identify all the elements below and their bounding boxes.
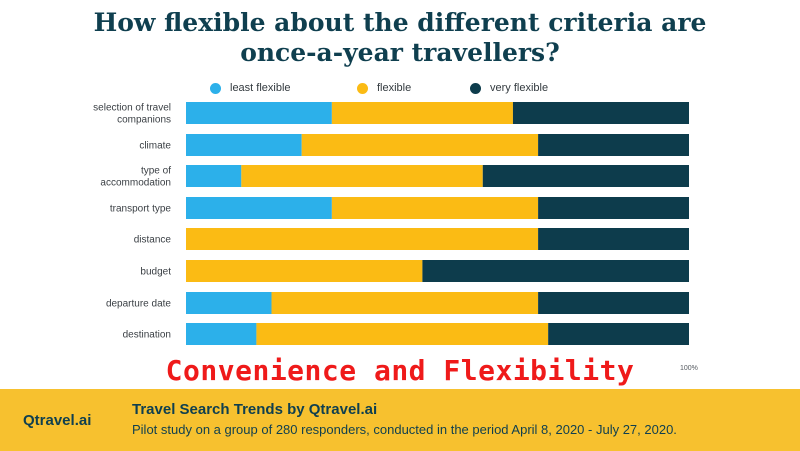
bar-segment-very-flexible-7 (548, 323, 689, 345)
bar-segment-least-flexible-0 (186, 102, 332, 124)
legend-swatch (470, 82, 481, 94)
bar-segment-least-flexible-3 (186, 197, 332, 219)
category-label-7: destination (123, 330, 171, 341)
overlay-caption: Convenience and Flexibility (165, 354, 635, 387)
bar-segment-least-flexible-2 (186, 165, 242, 187)
bar-segment-flexible-0 (331, 102, 513, 124)
bar-segment-least-flexible-1 (186, 134, 302, 156)
bar-segment-very-flexible-6 (538, 292, 689, 314)
brand-logo: Qtravel.ai (23, 412, 92, 429)
bar-segment-flexible-6 (271, 292, 539, 314)
legend-label: least flexible (230, 82, 291, 94)
bar-segment-very-flexible-2 (482, 165, 689, 187)
chart-title-line-1: How flexible about the different criteri… (93, 8, 707, 37)
bar-segment-flexible-4 (186, 228, 539, 250)
bar-segment-flexible-1 (301, 134, 539, 156)
bar-segment-flexible-3 (331, 197, 539, 219)
category-label-5: budget (140, 267, 171, 278)
legend-item-very-flexible: very flexible (470, 78, 548, 98)
legend-swatch (357, 82, 368, 94)
chart-title: How flexible about the different criteri… (0, 8, 800, 68)
category-label-4: distance (134, 235, 172, 246)
footer-banner: Qtravel.ai Travel Search Trends by Qtrav… (0, 389, 800, 451)
bar-segment-very-flexible-3 (538, 197, 689, 219)
bar-segment-flexible-7 (256, 323, 549, 345)
chart-title-line-2: once-a-year travellers? (240, 38, 560, 67)
bar-segment-very-flexible-4 (538, 228, 689, 250)
category-label-0: selection of travel companions (93, 103, 171, 126)
footer-title: Travel Search Trends by Qtravel.ai (132, 401, 378, 418)
bar-segment-least-flexible-6 (186, 292, 272, 314)
bar-segment-least-flexible-7 (186, 323, 257, 345)
bar-segment-very-flexible-5 (422, 260, 689, 282)
legend-label: very flexible (490, 82, 549, 94)
category-label-6: departure date (106, 299, 171, 310)
legend-label: flexible (377, 82, 412, 94)
category-label-3: transport type (110, 204, 172, 215)
legend: least flexible flexible very flexible (0, 78, 800, 98)
bar-segment-very-flexible-1 (538, 134, 689, 156)
footer-subtitle: Pilot study on a group of 280 responders… (132, 422, 677, 437)
axis-end-label: 100% (680, 365, 698, 372)
legend-item-flexible: flexible (357, 78, 411, 98)
category-label-2: type of accommodation (100, 166, 171, 189)
legend-item-least-flexible: least flexible (210, 78, 291, 98)
legend-swatch (210, 82, 221, 94)
bar-segment-very-flexible-0 (512, 102, 689, 124)
stacked-bar-chart: selection of travel companions climate type… (93, 102, 698, 372)
bar-segment-flexible-5 (186, 260, 423, 282)
category-label-1: climate (139, 141, 171, 152)
bar-segment-flexible-2 (241, 165, 483, 187)
